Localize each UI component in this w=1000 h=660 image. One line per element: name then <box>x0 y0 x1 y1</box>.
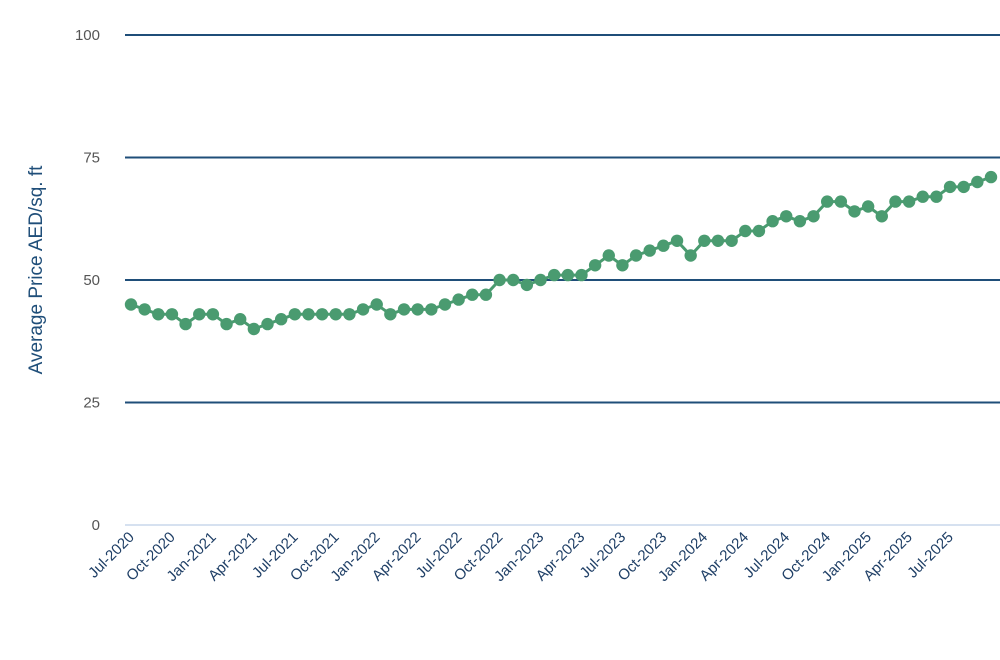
data-point <box>943 180 957 194</box>
data-point <box>807 210 820 223</box>
data-point <box>356 303 370 316</box>
data-point <box>466 288 479 301</box>
data-point <box>766 215 779 228</box>
data-point <box>507 273 520 287</box>
data-point <box>602 249 615 262</box>
data-point <box>670 234 684 247</box>
y-tick-label: 100 <box>75 27 100 44</box>
data-point <box>739 224 752 238</box>
data-point <box>902 195 916 208</box>
data-point <box>725 234 738 247</box>
data-point <box>575 268 588 282</box>
data-point <box>957 180 970 194</box>
data-point <box>820 195 834 208</box>
grid-lines <box>125 34 1000 526</box>
data-point <box>261 317 274 331</box>
y-tick-label: 25 <box>83 395 100 412</box>
data-point <box>438 298 452 311</box>
data-point <box>889 195 902 208</box>
y-tick-label: 0 <box>92 517 100 534</box>
series-price <box>124 170 998 336</box>
data-point <box>848 205 861 218</box>
data-point <box>343 308 356 321</box>
data-point <box>752 224 766 238</box>
data-point <box>384 308 397 321</box>
data-point <box>274 313 288 326</box>
data-point <box>220 317 233 331</box>
data-point <box>124 298 138 311</box>
data-point <box>711 234 725 247</box>
data-point <box>861 200 875 213</box>
data-point <box>452 293 465 306</box>
y-axis-ticks: 0 25 50 75 100 <box>75 27 100 534</box>
data-point <box>288 308 302 321</box>
data-point <box>684 249 697 262</box>
data-point <box>834 195 848 208</box>
data-point <box>411 303 424 316</box>
data-point <box>561 268 575 282</box>
y-axis-label: Average Price AED/sq. ft <box>26 165 47 374</box>
x-axis-ticks: Jul-2020Oct-2020Jan-2021Apr-2021Jul-2021… <box>85 529 957 585</box>
data-point <box>616 259 629 272</box>
data-point <box>698 234 711 247</box>
data-point <box>588 259 602 272</box>
data-point <box>534 273 547 287</box>
y-tick-label: 50 <box>83 272 100 289</box>
series-line <box>130 175 992 331</box>
data-point <box>971 175 984 189</box>
data-point <box>329 308 342 321</box>
data-point <box>206 308 220 321</box>
data-point <box>425 303 438 316</box>
data-point <box>793 215 807 228</box>
data-point <box>234 313 247 326</box>
data-point <box>875 210 888 223</box>
x-tick-label: Jul-2025 <box>904 529 957 582</box>
data-point <box>930 190 943 203</box>
data-point <box>138 303 151 316</box>
data-point <box>629 249 643 262</box>
y-tick-label: 75 <box>83 150 100 167</box>
data-point <box>780 210 793 223</box>
data-point <box>152 308 165 321</box>
data-point <box>397 303 411 316</box>
data-point <box>493 273 506 287</box>
data-point <box>984 170 998 184</box>
data-point <box>643 244 656 257</box>
data-point <box>520 278 534 292</box>
data-point <box>916 190 929 203</box>
data-point <box>302 308 315 321</box>
data-point <box>193 308 206 321</box>
data-point <box>179 317 192 331</box>
data-point <box>165 308 179 321</box>
data-point <box>247 322 261 336</box>
data-point <box>370 298 383 311</box>
data-point <box>547 268 561 282</box>
data-point <box>479 288 493 301</box>
data-point <box>315 308 329 321</box>
data-point <box>657 239 670 252</box>
